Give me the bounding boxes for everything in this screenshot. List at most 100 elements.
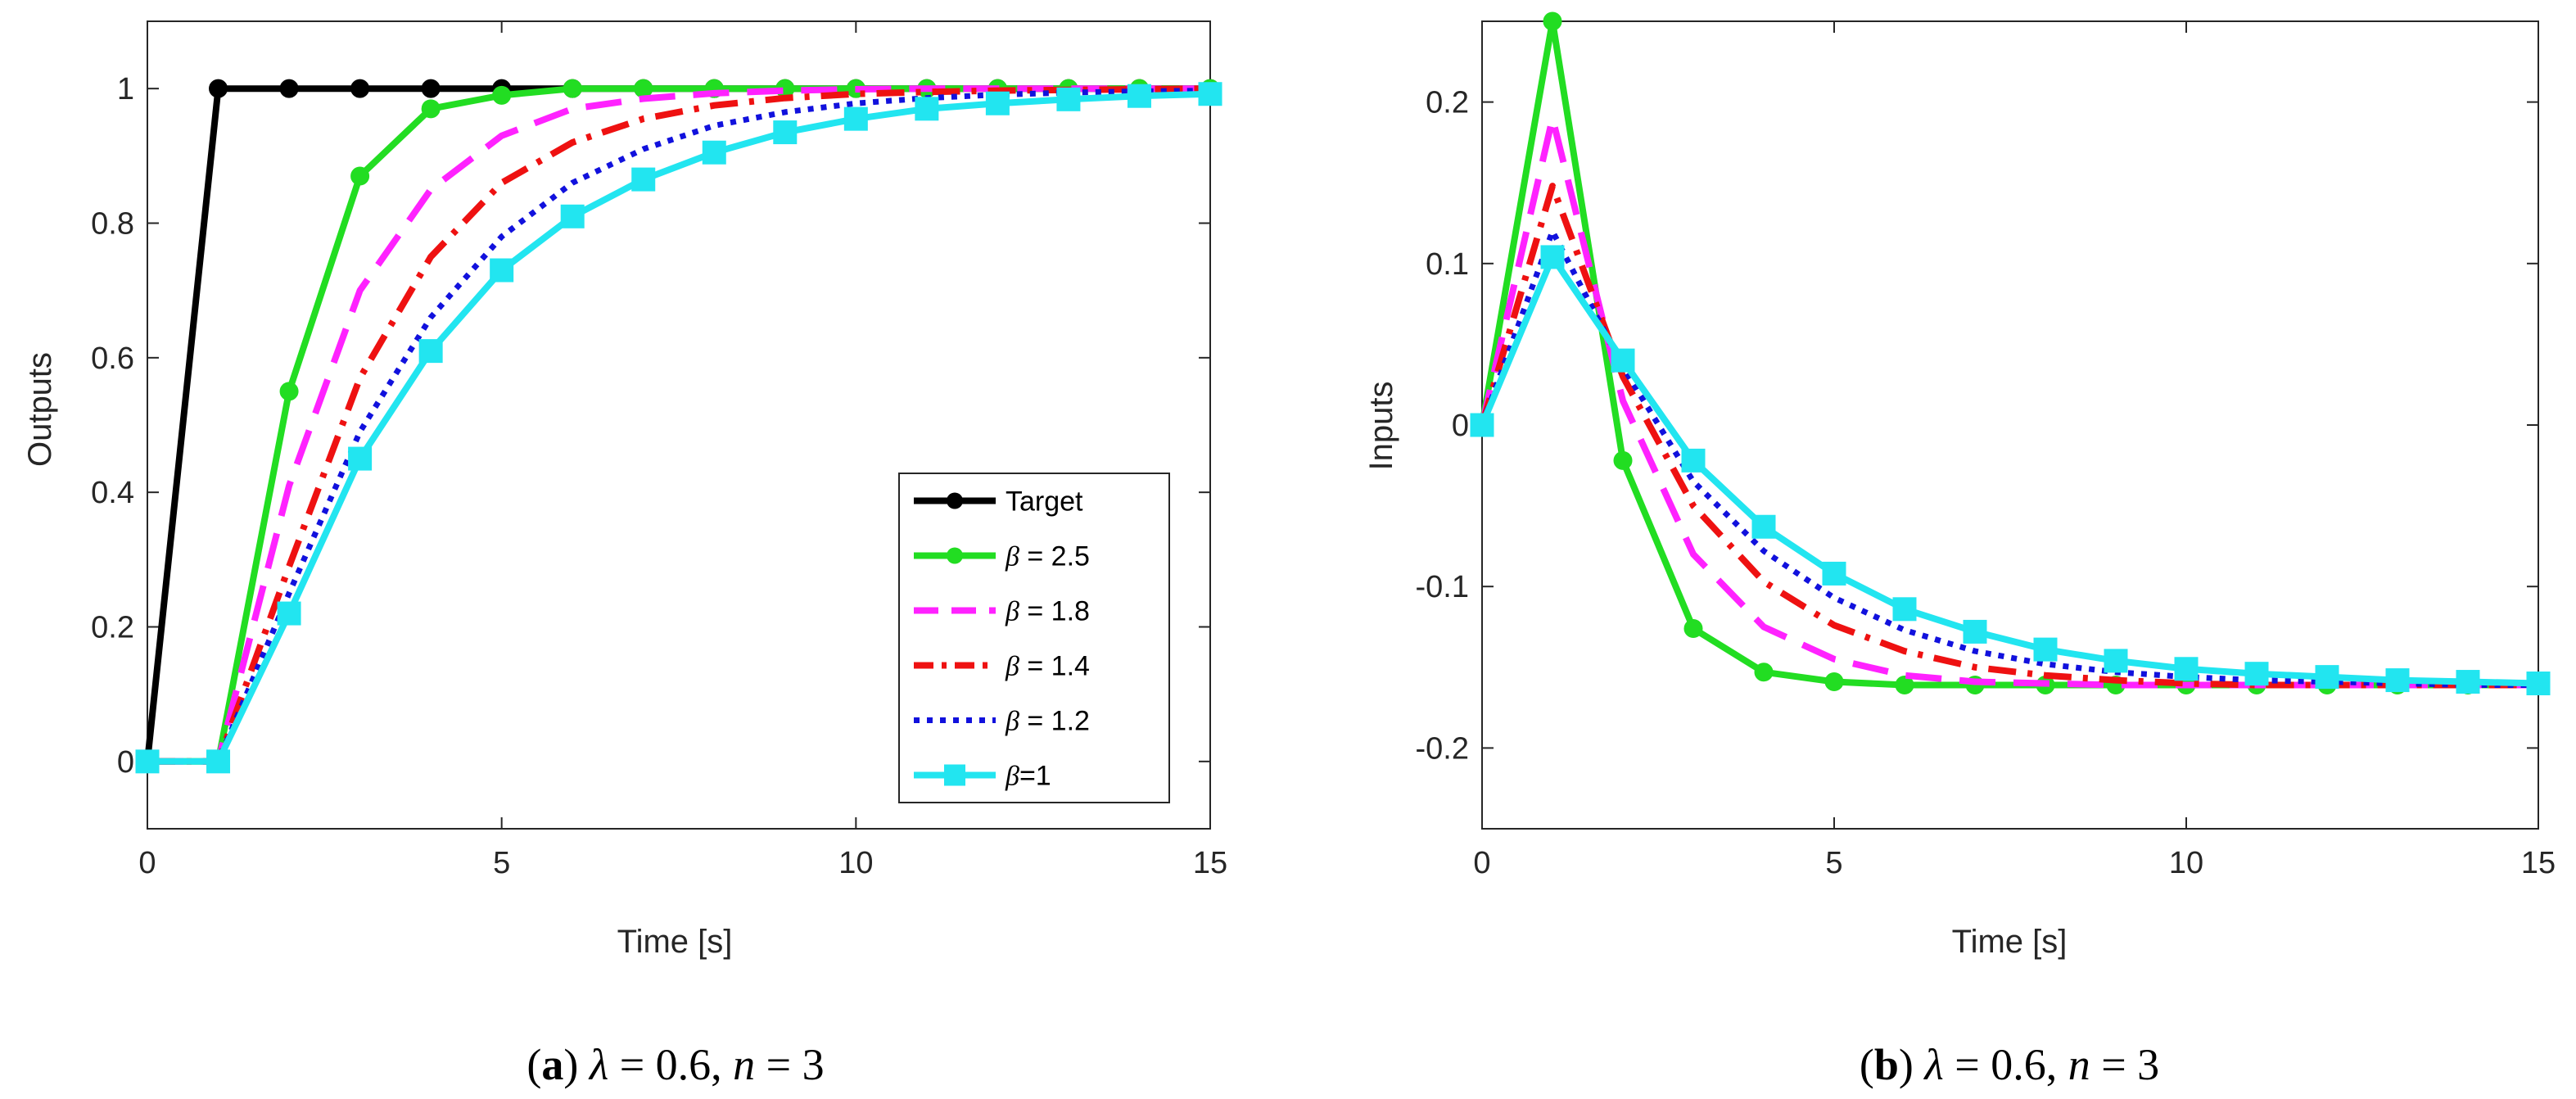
legend-beta-symbol: β — [1005, 652, 1019, 682]
legend-label-text: =1 — [1019, 761, 1051, 792]
legend-marker-1 — [947, 547, 963, 564]
caption-b-n-value: = 3 — [2090, 1040, 2159, 1089]
data-point-a-5 — [560, 204, 585, 228]
y-tick-label: 0.4 — [91, 476, 134, 510]
series-line-a-4 — [147, 88, 1211, 765]
caption-b-lambda: λ — [1923, 1040, 1943, 1089]
legend-label-text: = 2.5 — [1019, 541, 1090, 572]
x-tick-label: 5 — [493, 846, 510, 880]
data-point-a-5 — [490, 258, 514, 283]
data-point-a-5 — [773, 120, 798, 145]
x-tick-label: 15 — [1193, 846, 1227, 880]
legend-marker-5 — [944, 764, 965, 786]
chart-panel-a: Outputs Time [s] 0 5 10 15 0 0.2 0.4 0.6 0.8 1 Ta… — [22, 20, 1227, 1089]
data-point-a-0 — [350, 79, 370, 98]
legend-label-3: β = 1.4 — [1005, 651, 1090, 682]
data-point-a-5 — [915, 97, 939, 121]
data-point-a-0 — [421, 79, 441, 98]
series-line-a-2 — [147, 85, 1210, 765]
y-tick-label: 0.1 — [1426, 247, 1469, 282]
series-line-a-5 — [147, 90, 1211, 765]
x-tick-label: 10 — [2169, 846, 2203, 880]
caption-a-letter: a — [541, 1040, 563, 1089]
caption-b-letter: b — [1874, 1040, 1899, 1089]
data-point-a-5 — [1056, 87, 1081, 111]
data-point-b-0 — [1543, 11, 1562, 31]
data-point-b-4 — [2315, 665, 2339, 690]
caption-a-lambda: λ — [588, 1040, 608, 1089]
legend-beta-symbol: β — [1005, 762, 1019, 792]
caption-a-n: n — [733, 1040, 755, 1089]
y-tick-label: 0.8 — [91, 207, 134, 242]
data-point-b-4 — [1892, 597, 1917, 622]
chart-panel-b: Inputs Time [s] 0 5 10 15 -0.2 -0.1 0 0.1 0.2 (b… — [1363, 11, 2556, 1089]
data-point-b-4 — [2174, 657, 2199, 681]
legend-beta-symbol: β — [1005, 597, 1019, 627]
data-point-a-5 — [135, 749, 160, 774]
caption-a-lambda-value: = 0.6, — [608, 1040, 733, 1089]
legend-label-text: = 1.2 — [1019, 706, 1090, 737]
data-point-a-5 — [702, 140, 726, 165]
y-tick-label: -0.2 — [1416, 731, 1469, 766]
y-tick-label: 1 — [117, 72, 134, 106]
data-point-a-1 — [492, 85, 512, 105]
legend-marker-0 — [947, 492, 963, 509]
data-point-b-4 — [2244, 662, 2269, 686]
legend-beta-symbol: β — [1005, 542, 1019, 572]
data-point-b-4 — [1540, 245, 1565, 269]
xlabel-b: Time [s] — [1952, 924, 2068, 960]
xlabel-a: Time [s] — [617, 924, 733, 960]
data-point-b-4 — [2104, 649, 2128, 673]
data-point-b-0 — [1754, 663, 1774, 682]
data-point-b-4 — [1681, 448, 1706, 473]
data-point-a-5 — [1198, 82, 1222, 106]
ylabel-a: Outputs — [22, 352, 58, 467]
data-point-a-5 — [631, 167, 656, 192]
y-tick-label: 0.2 — [91, 611, 134, 645]
plot-area-b: 0 5 10 15 -0.2 -0.1 0 0.1 0.2 — [1416, 11, 2556, 880]
legend-label-5: β=1 — [1005, 761, 1051, 792]
data-point-a-5 — [843, 106, 868, 131]
data-point-b-4 — [1611, 348, 1635, 373]
data-point-a-5 — [206, 749, 231, 774]
legend-label-text: Target — [1006, 486, 1083, 518]
y-tick-label: 0 — [117, 745, 134, 780]
caption-b-n: n — [2068, 1040, 2090, 1089]
caption-a: (a) λ = 0.6, n = 3 — [526, 1040, 824, 1089]
legend-beta-symbol: β — [1005, 707, 1019, 737]
data-point-b-4 — [1751, 514, 1776, 539]
caption-b: (b) λ = 0.6, n = 3 — [1860, 1040, 2159, 1089]
data-point-a-5 — [1127, 84, 1151, 108]
data-point-a-1 — [350, 166, 370, 186]
data-point-a-5 — [277, 601, 301, 626]
x-tick-label: 5 — [1825, 846, 1842, 880]
data-point-a-5 — [348, 446, 373, 471]
data-point-b-0 — [1895, 675, 1914, 694]
x-tick-label: 15 — [2521, 846, 2556, 880]
data-point-a-0 — [209, 79, 228, 98]
y-tick-label: 0.2 — [1426, 86, 1469, 120]
data-point-b-0 — [1683, 618, 1703, 638]
legend-label-text: = 1.8 — [1019, 596, 1090, 627]
x-tick-label: 10 — [838, 846, 873, 880]
y-tick-label: -0.1 — [1416, 570, 1469, 604]
legend-box — [898, 473, 1170, 803]
data-point-b-4 — [1963, 619, 1987, 644]
legend-label-2: β = 1.8 — [1005, 596, 1090, 627]
y-tick-label: 0 — [1452, 409, 1469, 443]
data-point-a-1 — [563, 79, 582, 98]
legend-label-4: β = 1.2 — [1005, 706, 1090, 737]
data-point-a-1 — [279, 382, 299, 401]
data-point-b-4 — [1470, 413, 1494, 437]
caption-a-n-value: = 3 — [755, 1040, 824, 1089]
data-point-b-4 — [2456, 670, 2480, 694]
axes-box-b — [1481, 20, 2539, 830]
data-point-a-1 — [634, 79, 653, 98]
data-point-b-0 — [1824, 672, 1844, 692]
series-line-a-3 — [147, 85, 1211, 765]
data-point-a-5 — [418, 339, 443, 364]
legend-label-1: β = 2.5 — [1005, 541, 1090, 572]
legend-label-text: = 1.4 — [1019, 651, 1090, 682]
